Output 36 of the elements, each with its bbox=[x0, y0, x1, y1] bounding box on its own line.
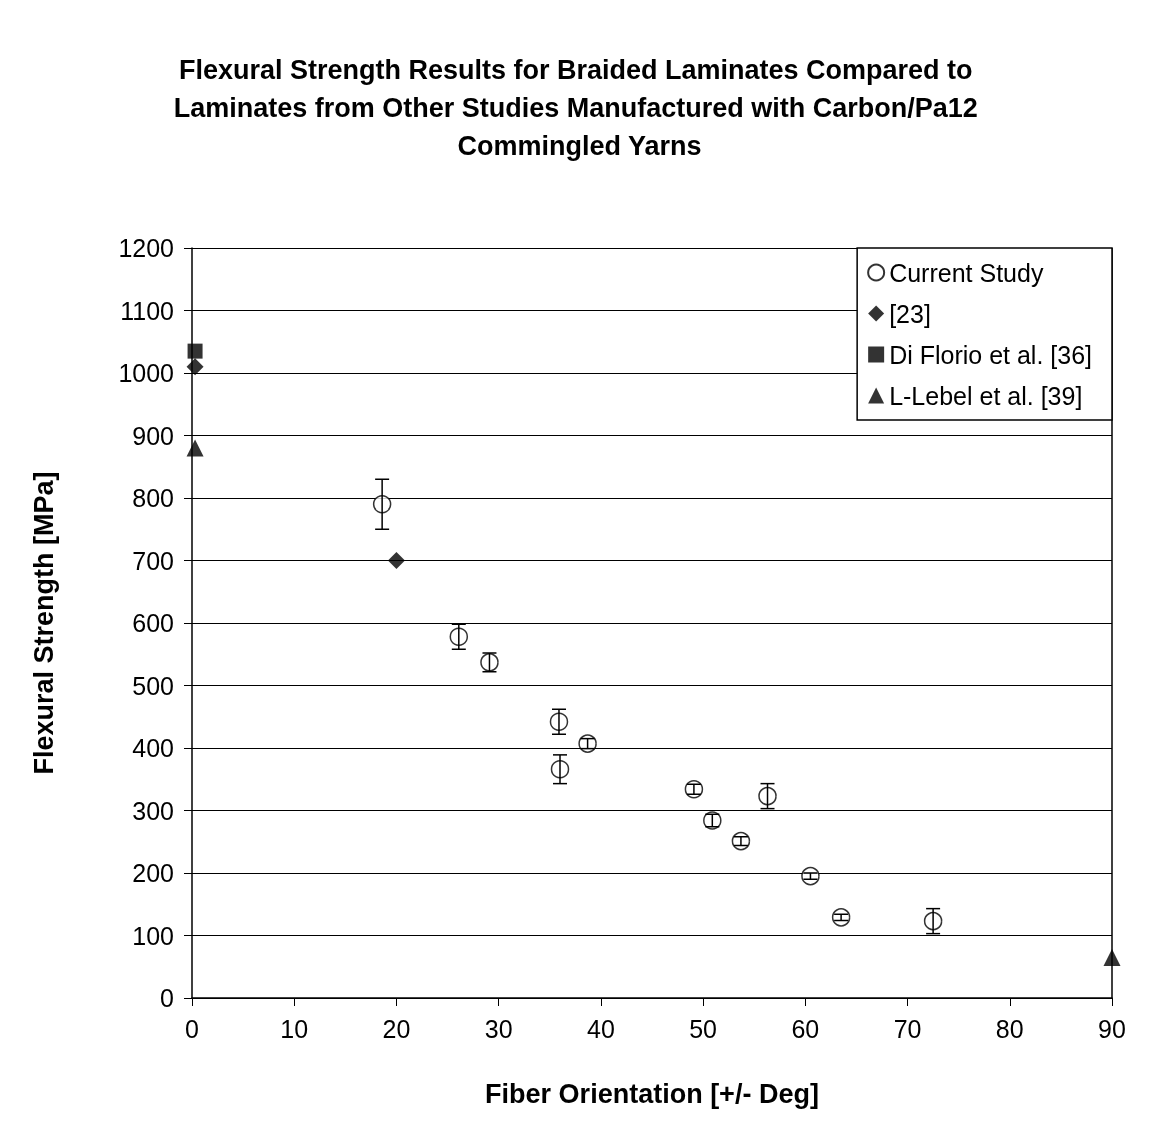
y-tick-label: 1100 bbox=[120, 296, 174, 325]
y-tick-label: 1200 bbox=[118, 234, 174, 262]
y-tick-label: 800 bbox=[132, 484, 174, 512]
y-tick-label: 100 bbox=[132, 921, 174, 950]
y-tick-label: 900 bbox=[132, 421, 174, 450]
y-tick-label: 200 bbox=[132, 859, 174, 887]
y-tick-label: 1000 bbox=[118, 359, 174, 387]
point bbox=[186, 358, 204, 376]
x-tick-label: 50 bbox=[689, 1014, 718, 1043]
point bbox=[186, 439, 204, 457]
y-axis-title: Flexural Strength [MPa] bbox=[28, 471, 59, 775]
legend-label: L-Lebel et al. [39] bbox=[889, 381, 1083, 410]
y-tick-label: 500 bbox=[132, 671, 174, 700]
chart-title: Flexural Strength Results for Braided Laminates Compared to Laminates from Other Studies Manufactured with Carbon/Pa12 Commingled Yarns bbox=[173, 55, 986, 161]
legend-label: Current Study bbox=[889, 258, 1044, 287]
x-tick-label: 70 bbox=[893, 1014, 922, 1043]
point bbox=[758, 786, 777, 806]
x-axis-title: Fiber Orientation [+/- Deg] bbox=[485, 1078, 819, 1109]
y-tick-label: 400 bbox=[132, 734, 174, 762]
legend-label: [23] bbox=[889, 299, 931, 328]
x-tick-label: 60 bbox=[791, 1014, 820, 1043]
legend-label: Di Florio et al. [36] bbox=[889, 340, 1092, 369]
y-tick-label: 700 bbox=[132, 546, 174, 575]
y-tick-label: 600 bbox=[132, 609, 174, 637]
y-tick-label: 0 bbox=[160, 984, 174, 1012]
x-tick-label: 30 bbox=[484, 1014, 513, 1043]
x-tick-label: 40 bbox=[586, 1014, 615, 1043]
x-tick-label: 10 bbox=[280, 1014, 309, 1043]
x-tick-label: 0 bbox=[185, 1014, 199, 1043]
point bbox=[187, 343, 203, 359]
x-tick-label: 20 bbox=[382, 1014, 411, 1043]
x-tick-label: 80 bbox=[995, 1014, 1024, 1043]
y-tick-label: 300 bbox=[132, 796, 174, 825]
point bbox=[387, 552, 405, 569]
x-tick-label: 90 bbox=[1098, 1014, 1126, 1043]
point bbox=[1103, 948, 1121, 966]
